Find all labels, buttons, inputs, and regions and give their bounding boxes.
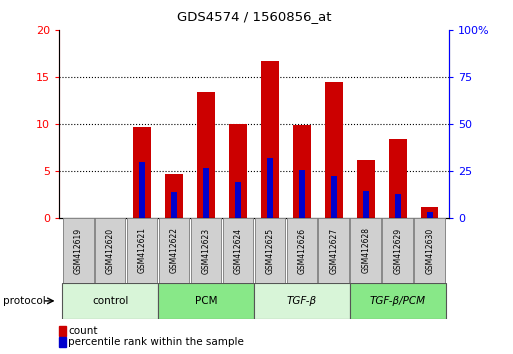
Bar: [171, 192, 177, 218]
Text: control: control: [92, 296, 128, 306]
Text: GSM412623: GSM412623: [202, 227, 210, 274]
Bar: [197, 92, 215, 218]
Bar: [421, 207, 439, 218]
Text: protocol: protocol: [3, 296, 45, 306]
Bar: [158, 283, 254, 319]
Bar: [229, 124, 247, 218]
Bar: [62, 283, 158, 319]
Bar: [254, 218, 285, 283]
Bar: [382, 218, 413, 283]
Text: GDS4574 / 1560856_at: GDS4574 / 1560856_at: [176, 10, 331, 23]
Text: GSM412619: GSM412619: [74, 227, 83, 274]
Bar: [331, 176, 337, 218]
Bar: [254, 283, 350, 319]
Text: GSM412629: GSM412629: [393, 227, 402, 274]
Bar: [350, 218, 381, 283]
Bar: [287, 218, 317, 283]
Text: TGF-β/PCM: TGF-β/PCM: [370, 296, 426, 306]
Text: percentile rank within the sample: percentile rank within the sample: [68, 337, 244, 347]
Bar: [191, 218, 221, 283]
Bar: [319, 218, 349, 283]
Bar: [203, 168, 209, 218]
Text: GSM412630: GSM412630: [425, 227, 434, 274]
Text: PCM: PCM: [195, 296, 217, 306]
Bar: [293, 125, 311, 218]
Bar: [299, 170, 305, 218]
Bar: [350, 283, 446, 319]
Text: GSM412622: GSM412622: [169, 228, 179, 273]
Bar: [325, 82, 343, 218]
Bar: [415, 218, 445, 283]
Bar: [261, 61, 279, 218]
Bar: [165, 173, 183, 218]
Text: GSM412624: GSM412624: [233, 227, 243, 274]
Bar: [133, 127, 151, 218]
Text: GSM412626: GSM412626: [298, 227, 306, 274]
Text: GSM412620: GSM412620: [106, 227, 114, 274]
Bar: [267, 158, 273, 218]
Bar: [63, 218, 93, 283]
Bar: [159, 218, 189, 283]
Bar: [389, 139, 406, 218]
Bar: [235, 182, 241, 218]
Bar: [394, 194, 401, 218]
Text: GSM412627: GSM412627: [329, 227, 339, 274]
Text: GSM412625: GSM412625: [265, 227, 274, 274]
Bar: [139, 162, 145, 218]
Bar: [426, 212, 433, 218]
Text: count: count: [68, 326, 98, 336]
Bar: [127, 218, 157, 283]
Bar: [357, 160, 374, 218]
Bar: [363, 190, 369, 218]
Text: GSM412628: GSM412628: [361, 228, 370, 273]
Text: TGF-β: TGF-β: [287, 296, 317, 306]
Bar: [223, 218, 253, 283]
Text: GSM412621: GSM412621: [137, 228, 147, 273]
Bar: [95, 218, 126, 283]
